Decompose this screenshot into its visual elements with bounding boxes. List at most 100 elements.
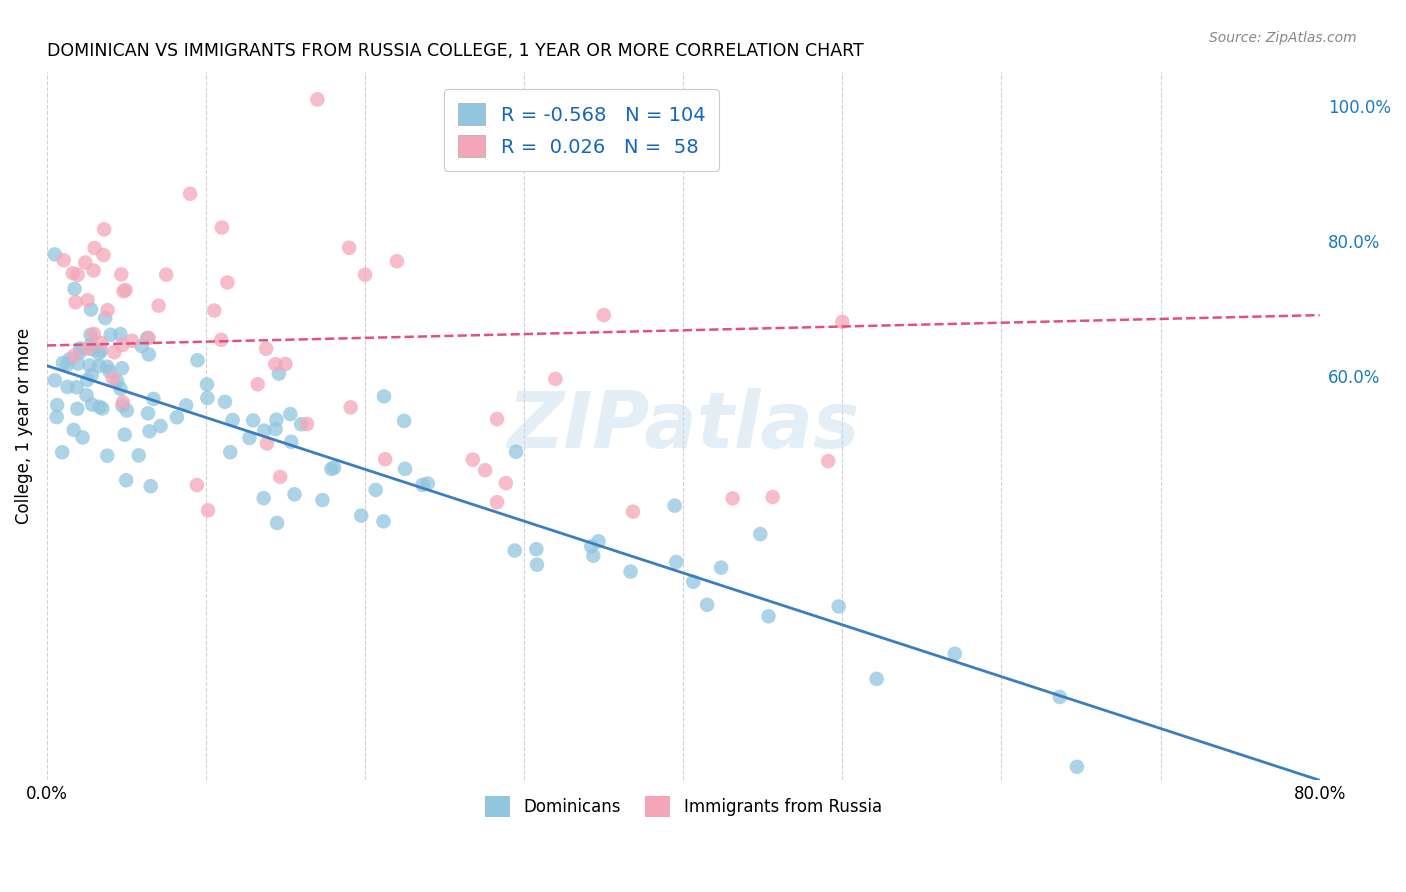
Point (114, 427, 136, 442)
Point (139, 479, 162, 493)
Point (486, 412, 509, 426)
Point (101, 371, 124, 385)
Point (75, 255, 97, 269)
Point (59, 351, 82, 366)
Point (115, 403, 138, 417)
Point (52, 356, 75, 370)
Point (80, 302, 103, 317)
Point (63, 282, 86, 296)
Point (166, 410, 188, 425)
Text: DOMINICAN VS IMMIGRANTS FROM RUSSIA COLLEGE, 1 YEAR OR MORE CORRELATION CHART: DOMINICAN VS IMMIGRANTS FROM RUSSIA COLL… (46, 42, 863, 60)
Point (197, 503, 219, 517)
Point (83, 263, 105, 277)
Point (266, 412, 288, 426)
Point (83, 241, 105, 255)
Text: Source: ZipAtlas.com: Source: ZipAtlas.com (1209, 31, 1357, 45)
Point (76, 293, 98, 308)
Point (354, 268, 377, 282)
Point (337, 241, 360, 255)
Point (280, 434, 302, 449)
Point (253, 424, 276, 438)
Point (621, 505, 644, 519)
Point (394, 462, 416, 476)
Point (69, 345, 91, 359)
Point (214, 394, 236, 409)
Point (269, 470, 291, 484)
Point (56, 358, 79, 372)
Point (114, 283, 136, 297)
Point (665, 555, 688, 569)
Point (110, 268, 132, 282)
Point (323, 460, 346, 475)
Point (96, 449, 118, 463)
Point (155, 268, 177, 282)
Point (136, 406, 159, 420)
Point (253, 491, 276, 505)
Point (51, 445, 73, 459)
Point (138, 347, 160, 361)
Legend: Dominicans, Immigrants from Russia: Dominicans, Immigrants from Russia (477, 788, 890, 825)
Point (111, 338, 134, 352)
Point (56, 380, 79, 394)
Point (44, 373, 66, 387)
Point (179, 186, 201, 201)
Point (93, 222, 115, 236)
Point (91, 401, 114, 416)
Point (373, 389, 395, 403)
Point (65, 295, 87, 310)
Point (307, 92, 329, 106)
Point (385, 254, 408, 268)
Point (186, 353, 208, 368)
Point (264, 357, 287, 371)
Point (817, 454, 839, 468)
Point (264, 422, 287, 436)
Point (131, 339, 153, 353)
Point (588, 534, 610, 549)
Y-axis label: College, 1 year or more: College, 1 year or more (15, 328, 32, 524)
Point (290, 417, 312, 432)
Point (66, 401, 89, 416)
Point (461, 452, 484, 467)
Point (66, 357, 89, 371)
Point (221, 413, 243, 427)
Point (110, 327, 132, 342)
Point (93, 248, 115, 262)
Point (100, 327, 122, 342)
Point (112, 285, 135, 299)
Point (90, 343, 112, 358)
Point (111, 399, 134, 413)
Point (865, 672, 887, 686)
Point (495, 476, 517, 491)
Point (474, 463, 496, 477)
Point (412, 478, 434, 492)
Point (46, 398, 69, 412)
Point (128, 448, 150, 462)
Point (62, 423, 84, 437)
Point (266, 516, 288, 530)
Point (274, 357, 297, 371)
Point (45, 410, 67, 425)
Point (524, 542, 547, 557)
Point (828, 599, 851, 614)
Point (80, 368, 103, 382)
Point (758, 609, 780, 624)
Point (283, 487, 305, 501)
Point (696, 598, 718, 612)
Point (52, 253, 75, 268)
Point (63, 349, 86, 363)
Point (710, 560, 733, 574)
Point (103, 345, 125, 359)
Point (392, 414, 415, 428)
Point (1049, 690, 1071, 704)
Point (762, 490, 785, 504)
Point (69, 342, 91, 356)
Point (72, 430, 94, 444)
Point (44, 247, 66, 261)
Point (76, 373, 98, 387)
Point (581, 539, 603, 553)
Point (219, 445, 242, 459)
Point (364, 483, 387, 497)
Point (197, 391, 219, 405)
Point (142, 392, 165, 406)
Point (620, 565, 643, 579)
